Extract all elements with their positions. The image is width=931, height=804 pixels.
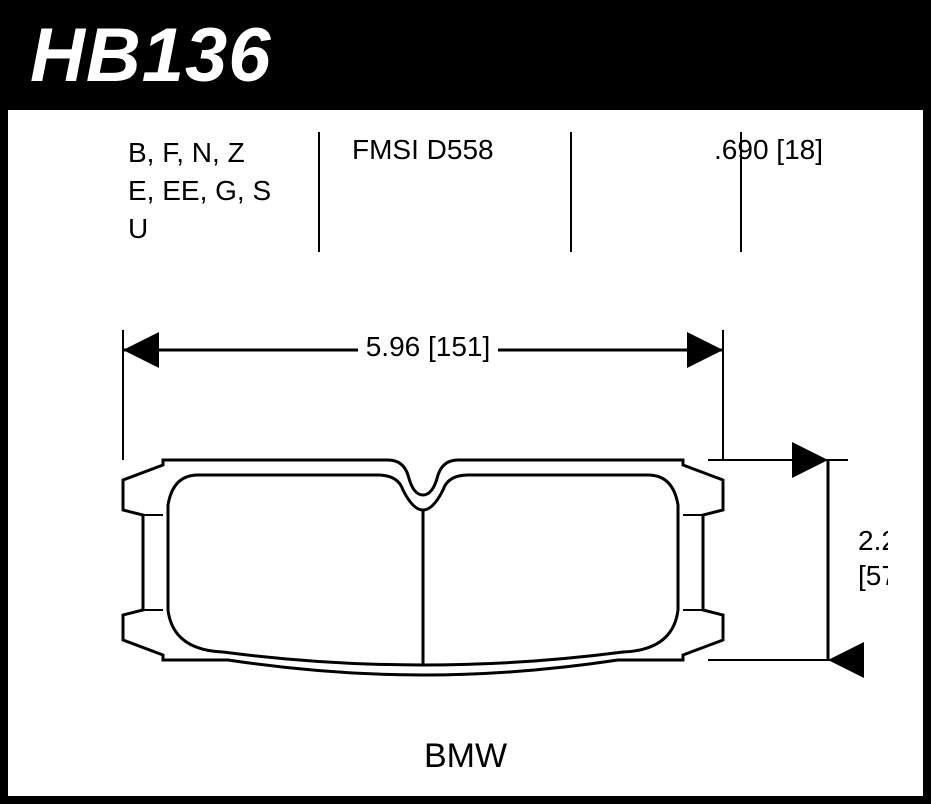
content-frame: B, F, N, Z E, EE, G, S U FMSI D558 .690 …: [0, 110, 931, 804]
compound-codes: B, F, N, Z E, EE, G, S U: [128, 134, 328, 247]
height-label-mm: [57]: [858, 560, 888, 591]
brake-pad-diagram: 5.96 [151] 2.26 [57]: [68, 310, 888, 750]
codes-line-1: B, F, N, Z: [128, 134, 328, 172]
brand-label: BMW: [8, 737, 923, 776]
info-row: B, F, N, Z E, EE, G, S U FMSI D558 .690 …: [128, 134, 863, 247]
part-number-title: HB136: [30, 12, 272, 99]
thickness-value: .690 [18]: [588, 134, 863, 247]
width-label: 5.96 [151]: [366, 331, 491, 362]
height-label-in: 2.26: [858, 525, 888, 556]
codes-line-3: U: [128, 210, 328, 248]
header-bar: HB136: [0, 0, 931, 110]
codes-line-2: E, EE, G, S: [128, 172, 328, 210]
fmsi-code: FMSI D558: [328, 134, 588, 247]
